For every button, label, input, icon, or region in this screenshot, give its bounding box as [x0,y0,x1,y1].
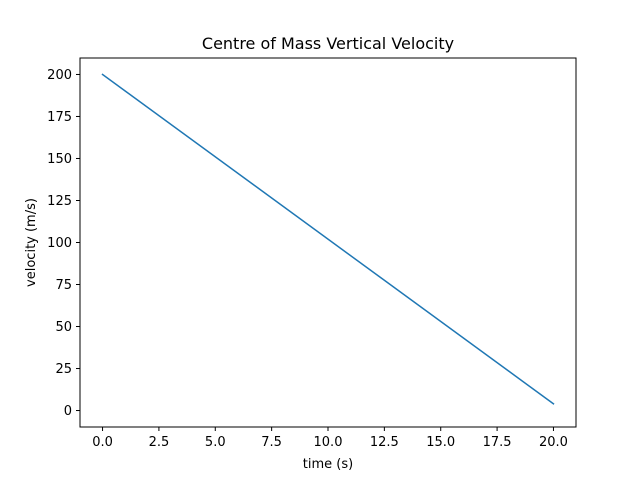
y-tick-label: 100 [47,236,72,251]
y-axis: 0 25 50 75 100 125 150 175 200 [47,68,80,419]
plot-frame [79,57,577,428]
y-tick-label: 200 [47,68,72,83]
x-axis: 0.0 2.5 5.0 7.5 10.0 12.5 15.0 17.5 20.0 [92,427,568,450]
chart-title: Centre of Mass Vertical Velocity [202,34,454,53]
y-tick-label: 50 [55,320,72,335]
y-tick-label: 0 [64,404,72,419]
y-tick-label: 150 [47,152,72,167]
x-tick-label: 5.0 [205,435,226,450]
y-tick-label: 175 [47,110,72,125]
y-tick-label: 25 [55,362,72,377]
y-axis-label: velocity (m/s) [24,198,39,287]
x-tick-label: 20.0 [539,435,568,450]
plot-layer [101,73,555,405]
y-tick-label: 75 [55,278,72,293]
x-tick-label: 7.5 [261,435,282,450]
x-tick-label: 12.5 [370,435,399,450]
x-tick-label: 10.0 [314,435,343,450]
x-tick-label: 0.0 [92,435,113,450]
x-tick-label: 17.5 [483,435,512,450]
x-tick-label: 2.5 [149,435,170,450]
x-tick-label: 15.0 [426,435,455,450]
x-axis-label: time (s) [303,457,353,472]
y-tick-label: 125 [47,194,72,209]
velocity-series-line [101,73,555,405]
